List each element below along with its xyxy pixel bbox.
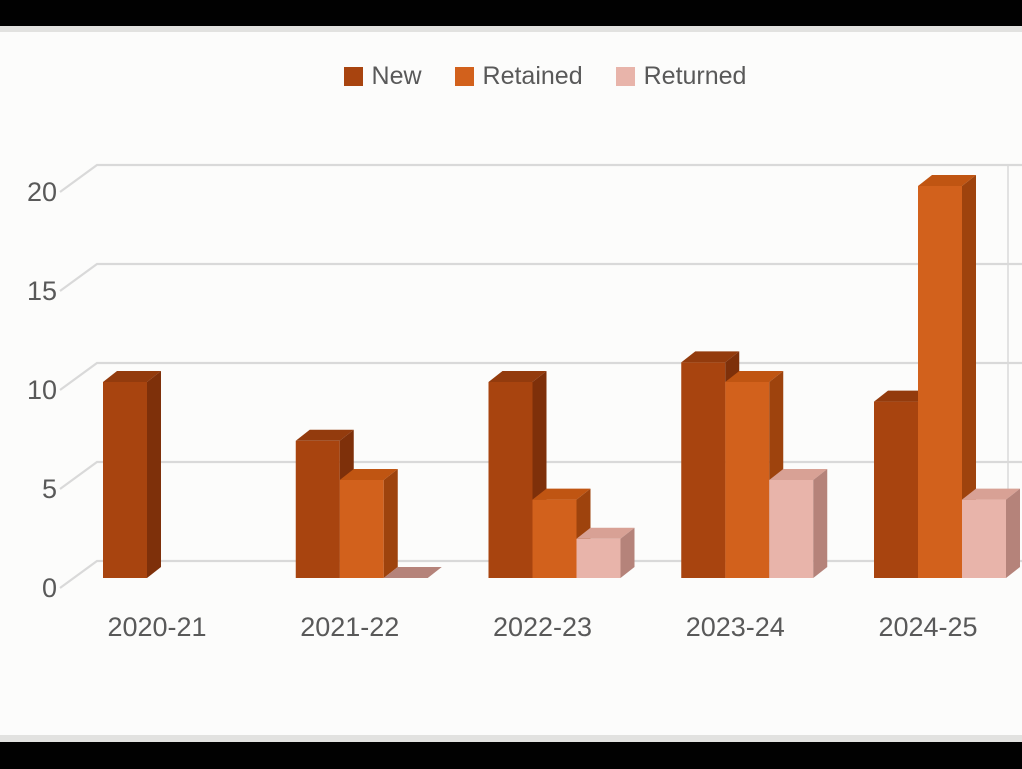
bottom-strip — [0, 735, 1022, 742]
legend-item-new: New — [343, 62, 422, 91]
chart-canvas: New Retained Returned 0 5 10 15 20 2020-21 202… — [0, 32, 1022, 735]
chart-legend: New Retained Returned — [34, 62, 1022, 91]
svg-text:0: 0 — [42, 573, 57, 603]
bar-chart: 0 5 10 15 20 2020-21 2021-22 2022-23 2023-24 2024… — [27, 163, 1022, 642]
legend-swatch-new-icon — [343, 67, 363, 86]
svg-text:2024-25: 2024-25 — [878, 612, 977, 642]
legend-label-returned: Returned — [643, 62, 747, 90]
svg-text:2021-22: 2021-22 — [300, 612, 399, 642]
svg-text:15: 15 — [27, 276, 57, 306]
legend-label-new: New — [371, 62, 422, 90]
svg-text:5: 5 — [42, 474, 57, 504]
legend-item-retained: Retained — [454, 62, 583, 91]
svg-text:10: 10 — [27, 375, 57, 405]
legend-label-retained: Retained — [482, 62, 583, 90]
legend-swatch-returned-icon — [615, 67, 635, 86]
top-strip — [0, 26, 1022, 32]
legend-item-returned: Returned — [615, 62, 747, 91]
svg-text:2023-24: 2023-24 — [686, 612, 785, 642]
legend-swatch-retained-icon — [454, 67, 474, 86]
svg-text:2020-21: 2020-21 — [107, 612, 206, 642]
top-letterbox — [0, 0, 1022, 26]
svg-text:20: 20 — [27, 177, 57, 207]
svg-text:2022-23: 2022-23 — [493, 612, 592, 642]
bottom-letterbox — [0, 742, 1022, 769]
